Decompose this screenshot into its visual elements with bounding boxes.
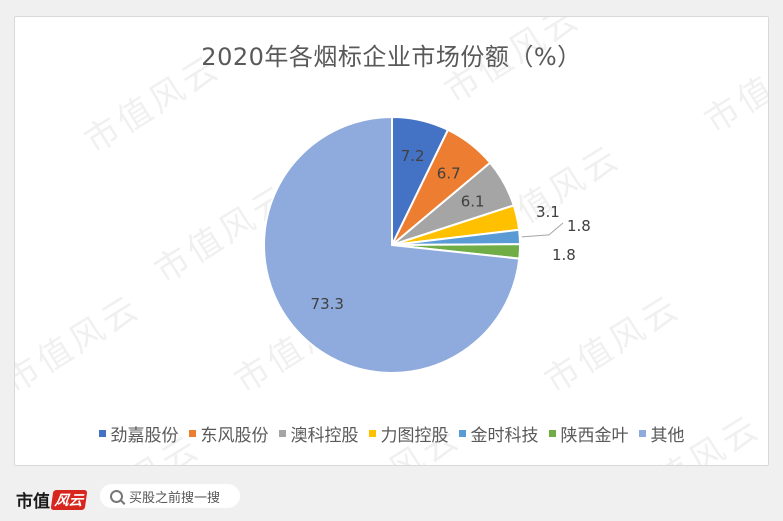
legend-label: 东风股份 (200, 426, 269, 446)
brand-logo[interactable]: 市值 风云 (16, 487, 88, 512)
pie-chart: 7.2 6.76.1 3.1 1.8 1.8 73.3 (263, 115, 591, 374)
legend-item: 东风股份 (188, 421, 269, 446)
chart-legend: 劲嘉股份 东风股份 澳科控股 力图控股 金时科技 陕西金叶 其他 (15, 421, 768, 446)
legend-label: 陕西金叶 (560, 426, 629, 446)
legend-item: 劲嘉股份 (98, 421, 179, 446)
legend-label: 劲嘉股份 (110, 426, 179, 446)
chart-card: 市值风云市值风云市值风云市值风云市值风云市值风云市值风云市值风云市值风云市值风云… (14, 16, 769, 466)
legend-swatch (278, 430, 286, 437)
data-label: 1.8 (567, 217, 591, 235)
footer-bar: 市值 风云 买股之前搜一搜 (0, 470, 783, 521)
chart-title: 2020年各烟标企业市场份额（%） (201, 43, 582, 71)
data-label: 1.8 (552, 246, 576, 264)
pie-slice (263, 115, 521, 374)
legend-item: 陕西金叶 (548, 421, 629, 446)
search-placeholder: 买股之前搜一搜 (129, 490, 221, 506)
brand-accent-text: 风云 (50, 489, 88, 510)
legend-label: 其他 (650, 426, 685, 446)
legend-swatch (548, 430, 556, 437)
data-label: 6.7 (437, 164, 461, 182)
search-box[interactable]: 买股之前搜一搜 (100, 484, 240, 508)
legend-swatch (188, 430, 196, 437)
legend-label: 澳科控股 (290, 426, 359, 446)
brand-main-text: 市值 (16, 492, 50, 512)
data-label: 73.3 (311, 295, 344, 313)
data-label: 7.2 (401, 147, 425, 165)
legend-label: 力图控股 (380, 426, 449, 446)
legend-swatch (638, 430, 646, 437)
legend-item: 澳科控股 (278, 421, 359, 446)
legend-label: 金时科技 (470, 426, 539, 446)
data-label: 3.1 (536, 203, 560, 221)
search-icon (110, 489, 123, 503)
legend-swatch (98, 430, 106, 437)
legend-swatch (368, 430, 376, 437)
legend-item: 金时科技 (458, 421, 539, 446)
legend-item: 力图控股 (368, 421, 449, 446)
legend-swatch (458, 430, 466, 437)
legend-item: 其他 (638, 421, 685, 446)
leader-line (521, 222, 564, 238)
data-label: 6.1 (461, 192, 485, 210)
